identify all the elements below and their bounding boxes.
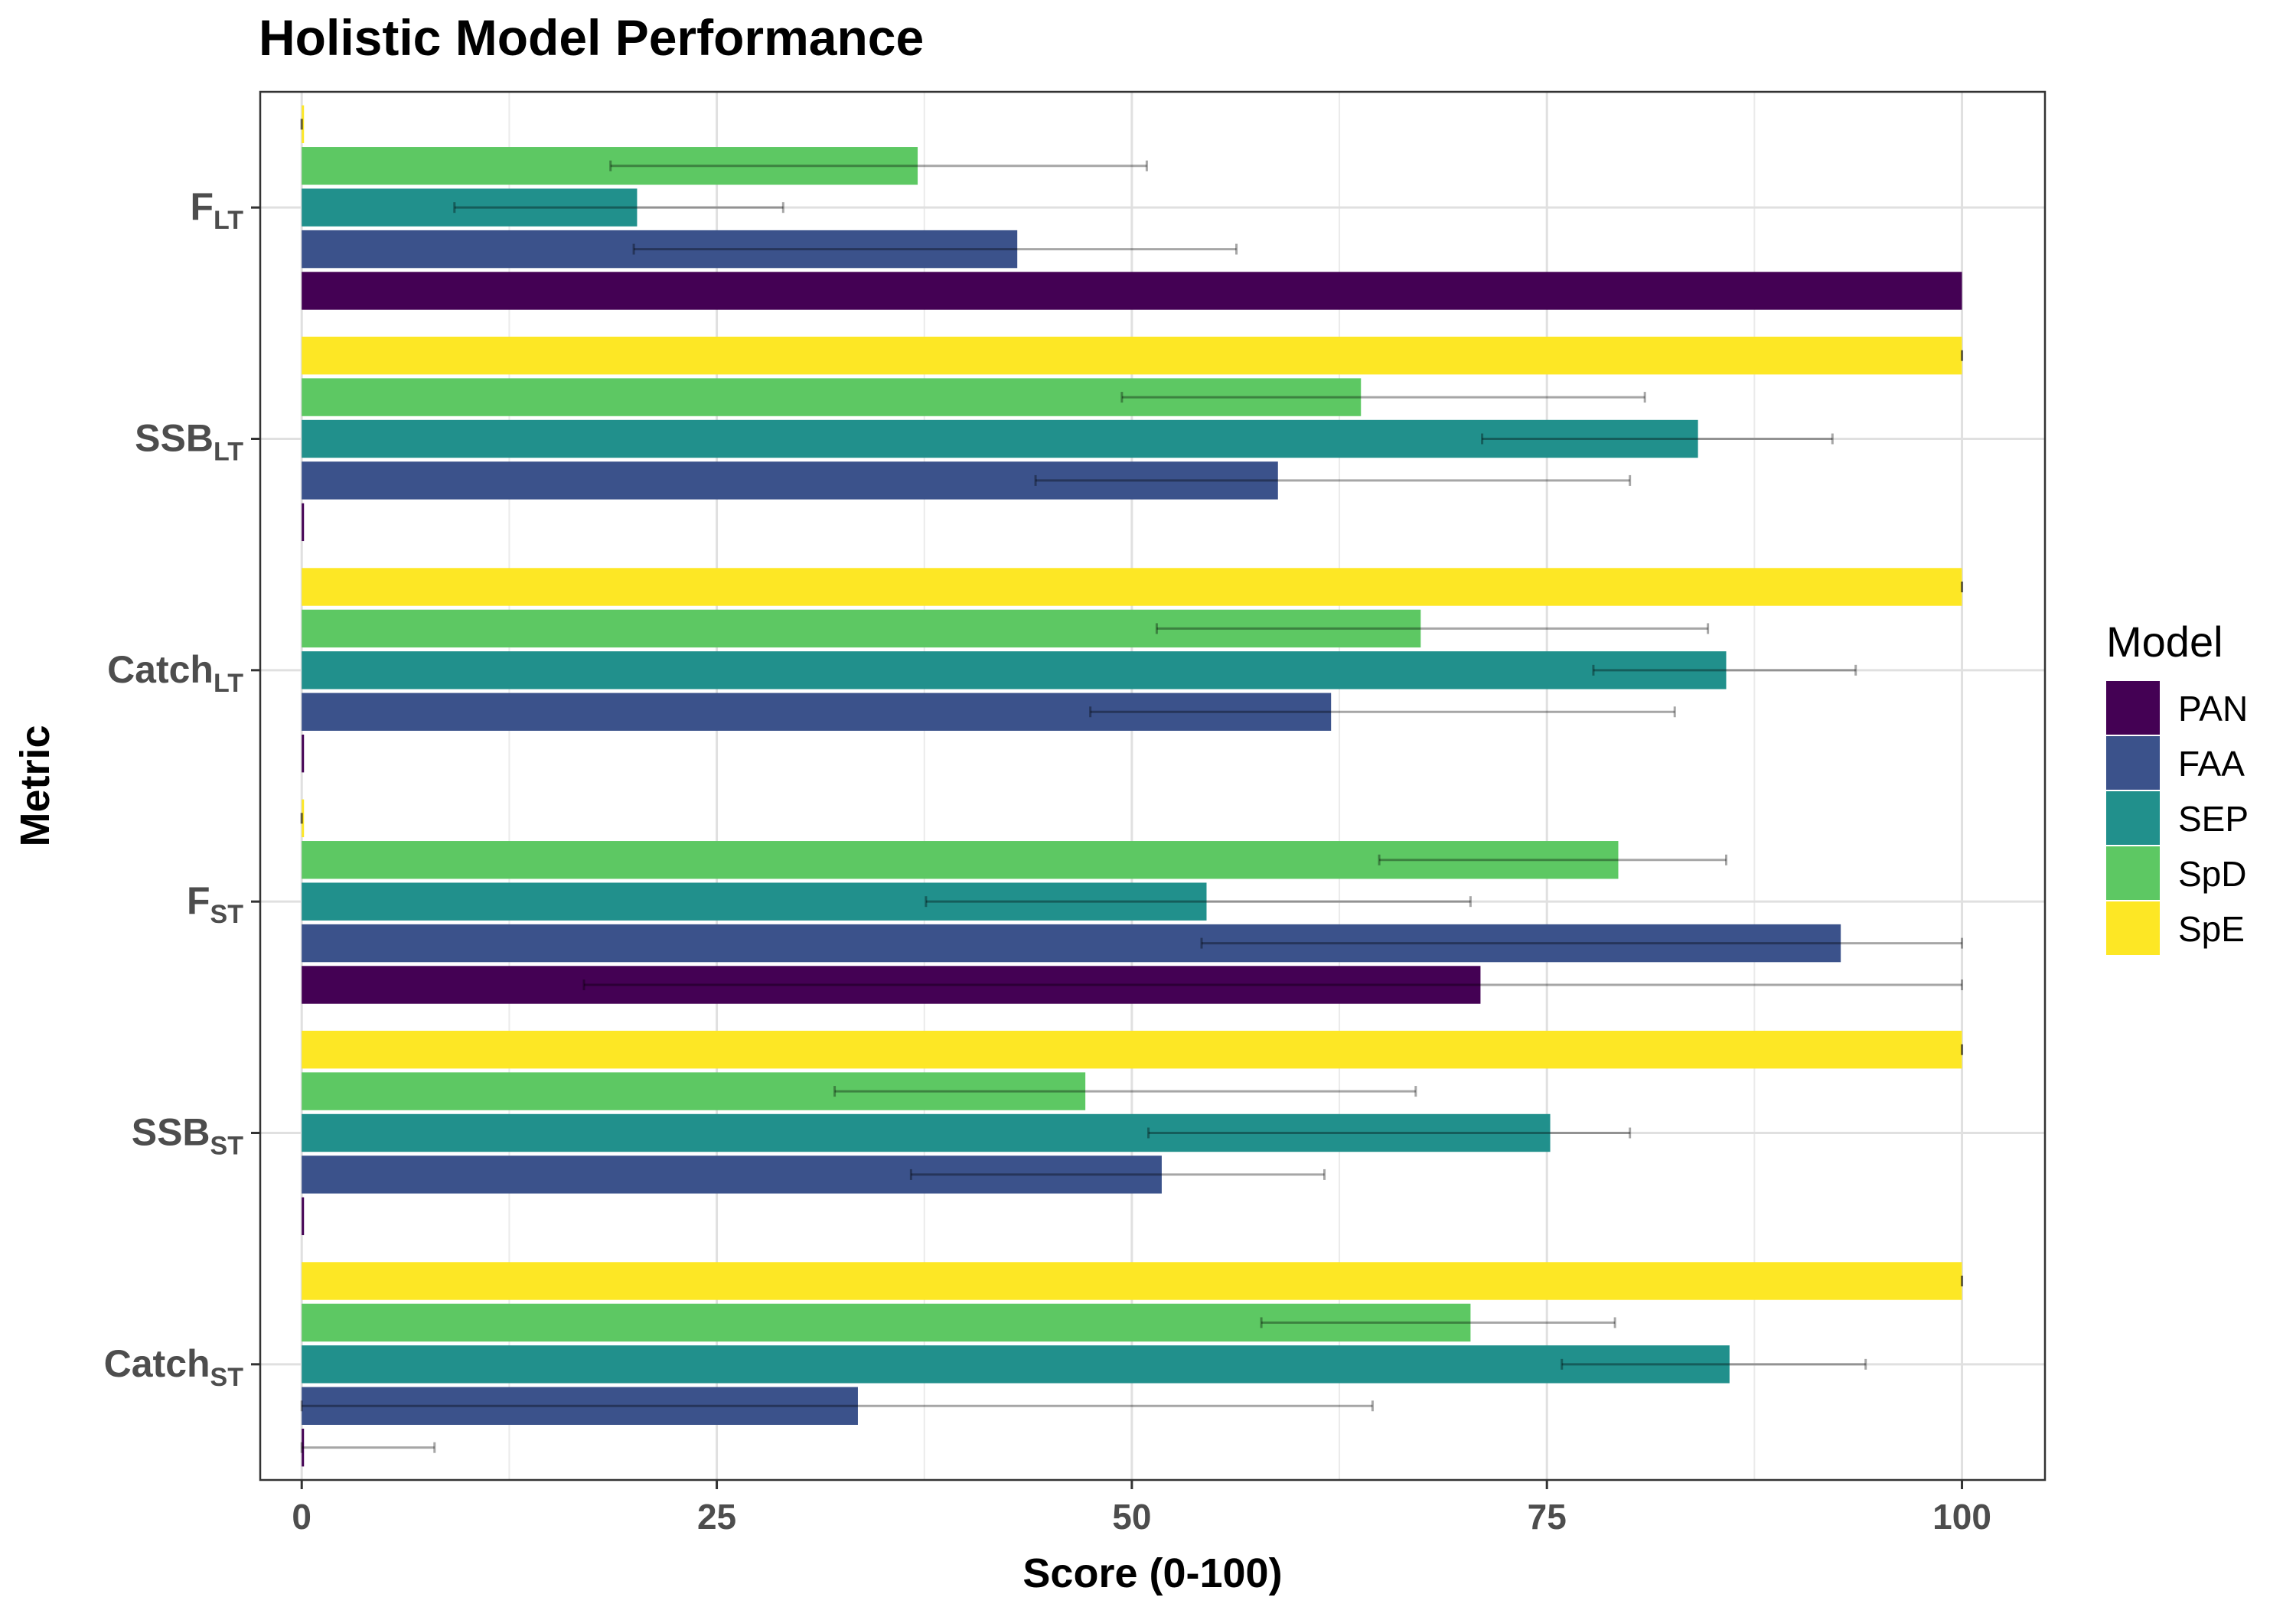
y-tick-label-subscript: LT xyxy=(214,669,243,698)
chart-title: Holistic Model Performance xyxy=(259,9,924,66)
bar-pan xyxy=(302,734,305,773)
legend-key-spd xyxy=(2106,846,2160,900)
bar-spd xyxy=(302,841,1619,879)
error-bar xyxy=(1155,623,1710,634)
bar-pan xyxy=(302,1428,305,1467)
legend-label: PAN xyxy=(2178,689,2248,729)
y-tick-label-base: F xyxy=(187,879,210,922)
bar-spe xyxy=(302,105,305,144)
legend: Model PAN FAA SEP SpD SpE xyxy=(2106,618,2249,955)
bar-pan xyxy=(302,966,1481,1004)
legend-label: SEP xyxy=(2178,799,2249,839)
bar-sep xyxy=(302,651,1727,689)
x-axis: 0 25 50 75 100 xyxy=(292,1480,1991,1537)
y-tick-label-base: SSB xyxy=(132,1111,210,1154)
bar-faa xyxy=(302,693,1332,731)
x-tick-label: 100 xyxy=(1932,1497,1991,1537)
y-tick-label: SSBLT xyxy=(135,417,243,467)
bar-faa xyxy=(302,461,1278,500)
bar-faa xyxy=(302,1156,1162,1194)
error-bar xyxy=(1481,433,1834,445)
bar-spe xyxy=(302,799,305,838)
y-tick-label: FST xyxy=(187,879,243,929)
x-tick-label: 0 xyxy=(292,1497,311,1537)
error-bar xyxy=(925,896,1472,908)
bar-spe xyxy=(302,1030,1962,1069)
legend-title: Model xyxy=(2106,618,2223,666)
bar-spe xyxy=(302,336,1962,375)
error-bar xyxy=(453,202,784,214)
bar-spd xyxy=(302,1303,1471,1342)
y-tick-label-subscript: ST xyxy=(210,900,244,929)
bar-sep xyxy=(302,1113,1551,1152)
error-bar xyxy=(909,1169,1326,1180)
bar-sep xyxy=(302,419,1698,458)
error-bar xyxy=(582,980,1964,991)
bar-sep xyxy=(302,188,638,227)
error-bar xyxy=(1260,1317,1616,1328)
error-bar xyxy=(1089,706,1676,718)
panel-border xyxy=(259,90,2047,1482)
y-axis-title: Metric xyxy=(12,725,58,846)
error-bar xyxy=(300,1442,436,1453)
y-tick-label-subscript: LT xyxy=(214,206,243,235)
bar-sep xyxy=(302,882,1207,921)
error-bar xyxy=(833,1086,1417,1097)
y-tick-label-subscript: LT xyxy=(214,438,243,467)
x-axis-title: Score (0-100) xyxy=(1022,1550,1282,1596)
bar-spd xyxy=(302,609,1421,648)
error-bar xyxy=(1147,1127,1632,1139)
error-bar xyxy=(1561,1358,1867,1370)
bar-faa xyxy=(302,924,1841,963)
error-bar xyxy=(1200,937,1964,949)
legend-key-faa xyxy=(2106,736,2160,790)
y-tick-label: CatchST xyxy=(104,1342,244,1392)
error-bar xyxy=(609,160,1148,171)
bar-faa xyxy=(302,230,1018,269)
y-tick-label: CatchLT xyxy=(107,648,243,698)
error-bars xyxy=(300,119,1964,1453)
bar-spe xyxy=(302,1262,1962,1300)
error-bar xyxy=(1592,664,1857,676)
bar-spd xyxy=(302,147,918,185)
legend-key-spe xyxy=(2106,901,2160,955)
x-tick-label: 25 xyxy=(697,1497,736,1537)
legend-key-sep xyxy=(2106,791,2160,845)
x-tick-label: 50 xyxy=(1112,1497,1151,1537)
bar-spd xyxy=(302,378,1362,416)
y-tick-label: SSBST xyxy=(132,1111,243,1161)
bar-pan xyxy=(302,1197,305,1236)
legend-label: SpE xyxy=(2178,909,2245,949)
y-tick-label: FLT xyxy=(190,185,243,235)
y-tick-label-subscript: ST xyxy=(210,1363,244,1392)
bar-spe xyxy=(302,568,1962,606)
legend-key-pan xyxy=(2106,681,2160,735)
legend-label: SpD xyxy=(2178,854,2246,894)
y-tick-label-subscript: ST xyxy=(210,1132,244,1161)
bar-pan xyxy=(302,272,1962,310)
bar-pan xyxy=(302,503,305,542)
error-bar xyxy=(1378,854,1727,865)
error-bar xyxy=(632,243,1238,255)
y-tick-label-base: F xyxy=(190,185,214,228)
x-tick-label: 75 xyxy=(1528,1497,1567,1537)
error-bar xyxy=(1034,474,1632,486)
error-bar xyxy=(300,1400,1374,1412)
y-tick-label-base: SSB xyxy=(135,417,214,460)
y-tick-label-base: Catch xyxy=(104,1342,210,1385)
error-bar xyxy=(1120,392,1646,403)
y-tick-label-base: Catch xyxy=(107,648,214,691)
bar-spd xyxy=(302,1072,1086,1110)
legend-label: FAA xyxy=(2178,744,2245,784)
bar-sep xyxy=(302,1345,1730,1384)
bar-faa xyxy=(302,1387,858,1425)
bars xyxy=(302,105,1962,1467)
